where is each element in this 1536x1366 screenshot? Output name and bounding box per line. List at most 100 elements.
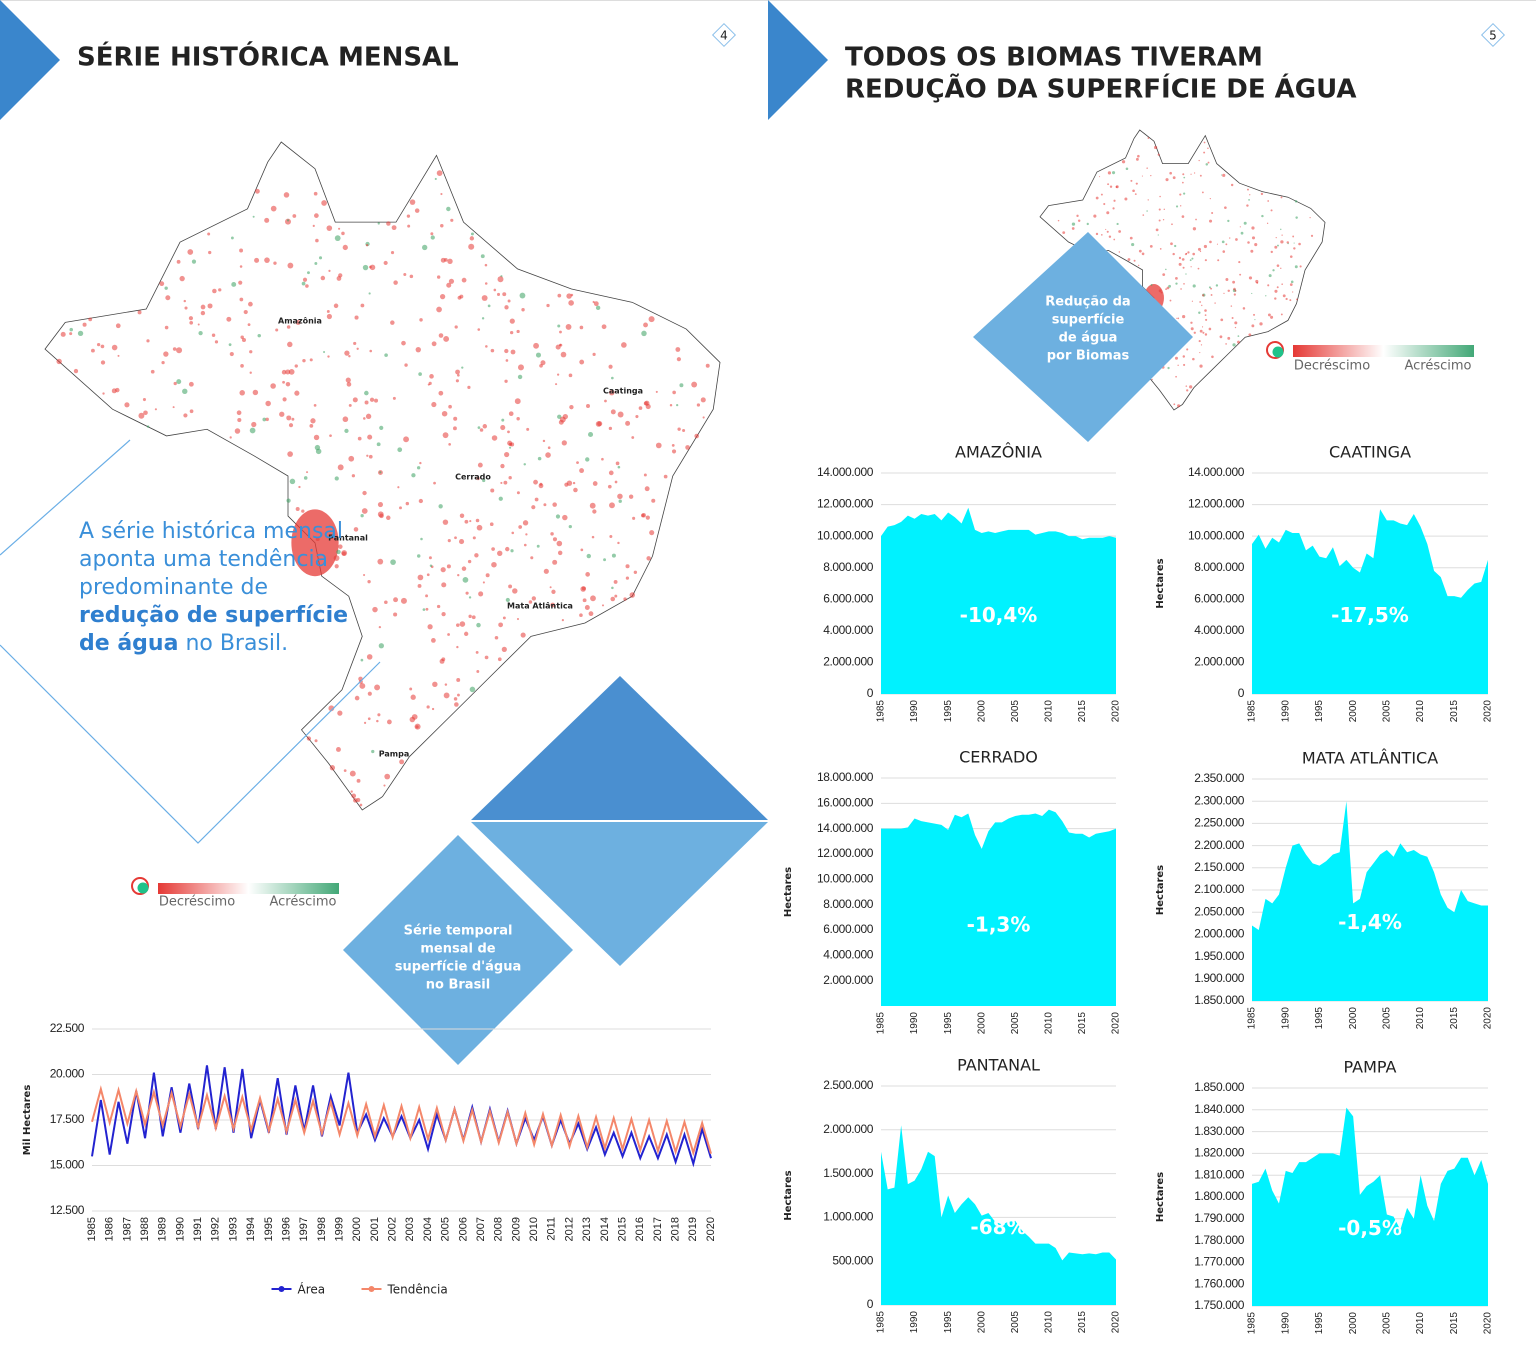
y-tick-label: 10.000.000 bbox=[1188, 528, 1245, 542]
y-tick-label: 0 bbox=[867, 686, 874, 700]
map-speck bbox=[468, 596, 472, 599]
map-speck bbox=[159, 281, 165, 287]
x-tick-label: 1990 bbox=[909, 1311, 920, 1334]
map-speck bbox=[632, 516, 636, 520]
map-speck bbox=[1151, 378, 1153, 381]
map-speck bbox=[428, 556, 432, 560]
map-speck bbox=[508, 476, 512, 480]
map-speck bbox=[454, 536, 457, 540]
map-speck bbox=[1162, 273, 1166, 277]
y-tick-label: 8.000.000 bbox=[1194, 560, 1245, 574]
map-speck bbox=[1179, 193, 1182, 196]
y-tick-label: 4.000.000 bbox=[823, 623, 874, 637]
map-speck bbox=[1163, 208, 1165, 211]
map-speck bbox=[1165, 288, 1168, 291]
map-speck bbox=[1205, 163, 1209, 166]
map-speck bbox=[416, 466, 421, 470]
map-speck bbox=[1186, 348, 1189, 351]
map-speck bbox=[1174, 244, 1177, 248]
x-tick-label: 2002 bbox=[387, 1217, 399, 1241]
map-speck bbox=[294, 390, 300, 396]
map-speck bbox=[371, 749, 375, 754]
x-tick-label: 2005 bbox=[1381, 700, 1392, 723]
map-speck bbox=[399, 506, 402, 510]
map-speck bbox=[1111, 171, 1116, 175]
map-speck bbox=[556, 540, 563, 547]
map-speck bbox=[1187, 251, 1190, 254]
map-speck bbox=[535, 352, 541, 358]
map-speck bbox=[510, 549, 514, 553]
map-speck bbox=[514, 398, 521, 405]
map-speck bbox=[1172, 176, 1176, 180]
diamond-label: mensal de bbox=[420, 942, 495, 957]
map-speck bbox=[315, 537, 320, 542]
map-speck bbox=[200, 304, 206, 310]
map-speck bbox=[1232, 280, 1236, 284]
map-speck bbox=[1282, 294, 1286, 298]
map-speck bbox=[292, 214, 297, 218]
diamond-label: Redução da bbox=[1045, 295, 1130, 310]
map-speck bbox=[315, 238, 319, 243]
x-tick-label: 2005 bbox=[1010, 1311, 1021, 1334]
x-tick-label: 2003 bbox=[404, 1217, 416, 1241]
map-speck bbox=[1197, 247, 1201, 251]
map-speck bbox=[436, 604, 441, 609]
map-speck bbox=[1118, 230, 1121, 233]
map-speck bbox=[1281, 234, 1283, 236]
map-speck bbox=[1127, 258, 1131, 261]
x-tick-label: 2000 bbox=[351, 1217, 363, 1241]
map-outline bbox=[44, 141, 721, 811]
map-speck bbox=[1217, 259, 1220, 262]
map-speck bbox=[315, 448, 322, 455]
annotation: -17,5% bbox=[1331, 603, 1409, 627]
y-tick-label: 2.300.000 bbox=[1194, 793, 1245, 807]
x-tick-label: 1988 bbox=[139, 1217, 151, 1241]
map-speck bbox=[464, 631, 469, 637]
map-speck bbox=[326, 313, 332, 320]
map-speck bbox=[236, 410, 242, 416]
map-speck bbox=[607, 484, 612, 489]
map-speck bbox=[1175, 277, 1178, 280]
map-speck bbox=[446, 564, 451, 569]
map-speck bbox=[507, 440, 513, 446]
map-speck bbox=[346, 381, 352, 387]
map-speck bbox=[364, 400, 369, 405]
map-speck bbox=[454, 325, 458, 329]
y-tick-label: 14.000.000 bbox=[817, 821, 874, 835]
map-speck bbox=[1225, 278, 1229, 281]
map-speck bbox=[1167, 366, 1170, 370]
annotation: -1,4% bbox=[1338, 910, 1402, 934]
map-speck bbox=[1158, 289, 1162, 293]
map-speck bbox=[407, 224, 411, 228]
y-tick-label: 1.840.000 bbox=[1194, 1102, 1245, 1116]
map-speck bbox=[501, 646, 507, 653]
map-speck bbox=[441, 657, 446, 662]
map-speck bbox=[509, 446, 512, 449]
map-speck bbox=[352, 397, 358, 403]
map-speck bbox=[386, 221, 391, 226]
map-speck bbox=[344, 350, 350, 356]
x-tick-label: 2000 bbox=[1348, 700, 1359, 723]
y-tick-label: 6.000.000 bbox=[1194, 591, 1245, 605]
map-speck bbox=[525, 533, 528, 536]
x-tick-label: 2009 bbox=[510, 1217, 522, 1241]
map-speck bbox=[705, 363, 710, 368]
map-speck bbox=[643, 401, 648, 406]
map-speck bbox=[341, 551, 346, 556]
map-speck bbox=[294, 364, 298, 368]
map-speck bbox=[390, 251, 395, 255]
map-speck bbox=[476, 669, 480, 673]
map-speck bbox=[124, 402, 130, 408]
x-tick-label: 1998 bbox=[316, 1217, 328, 1241]
map-speck bbox=[321, 200, 327, 206]
x-tick-label: 2019 bbox=[687, 1217, 699, 1241]
map-speck bbox=[390, 320, 395, 325]
map-speck bbox=[1141, 175, 1143, 177]
map-speck bbox=[1285, 297, 1288, 301]
map-speck bbox=[409, 199, 416, 205]
map-speck bbox=[434, 177, 437, 181]
map-speck bbox=[509, 318, 515, 324]
map-speck bbox=[1246, 204, 1249, 207]
y-tick-label: 10.000.000 bbox=[817, 872, 874, 886]
map-speck bbox=[651, 498, 656, 503]
